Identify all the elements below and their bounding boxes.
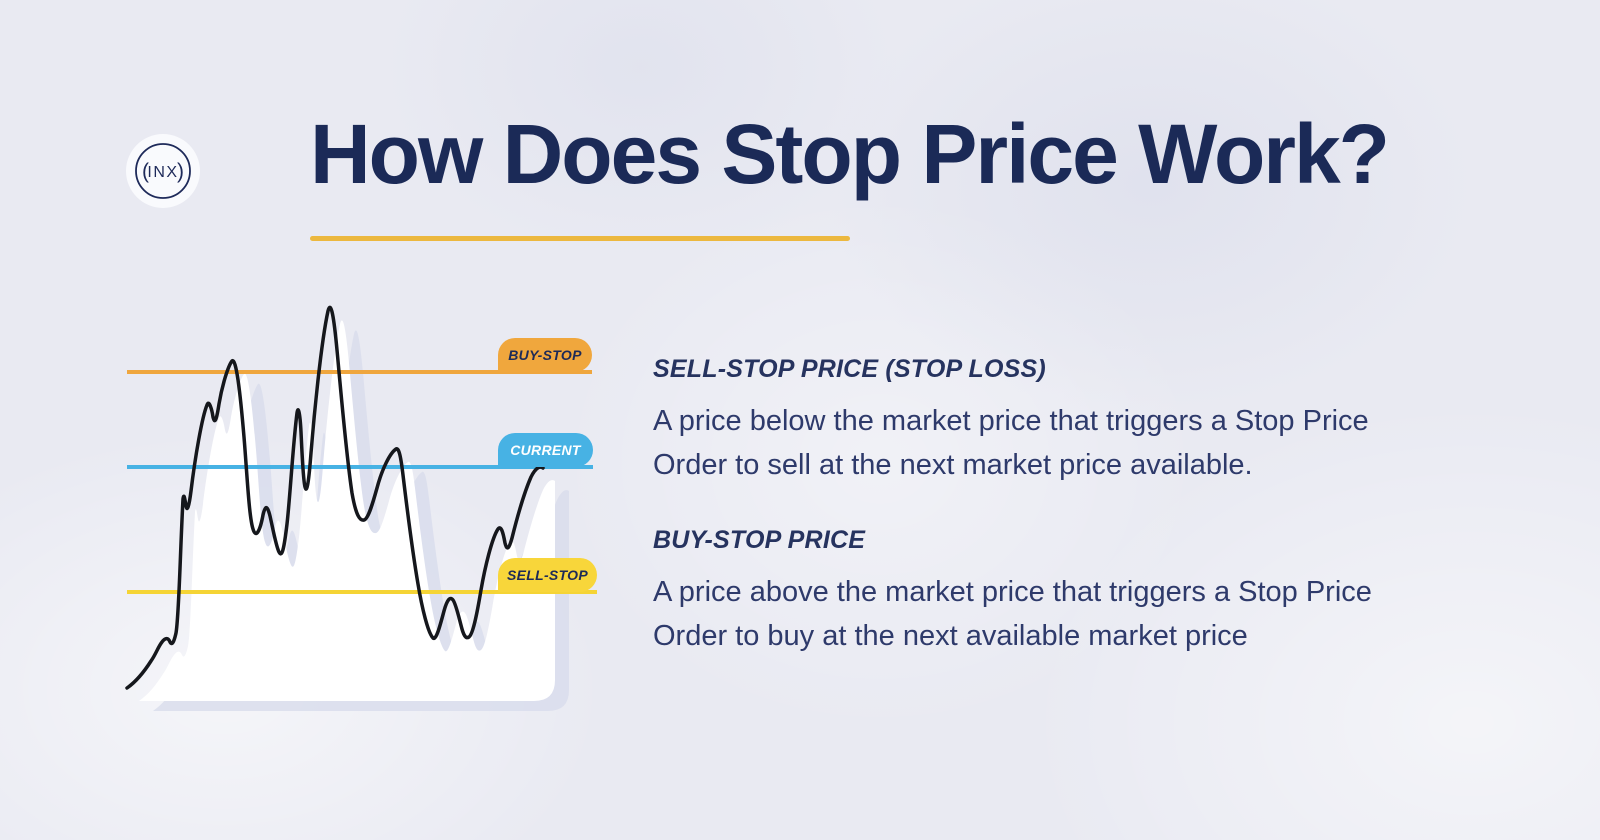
page-title: How Does Stop Price Work? — [310, 107, 1390, 201]
sell-stop-section: SELL-STOP PRICE (STOP LOSS) A price belo… — [653, 353, 1483, 487]
sell-stop-section-line-1: A price below the market price that trig… — [653, 405, 1369, 437]
buy-stop-section: BUY-STOP PRICE A price above the market … — [653, 524, 1483, 658]
buy-stop-pill: BUY-STOP — [498, 338, 592, 372]
sell-stop-section-line-2: Order to sell at the next market price a… — [653, 449, 1253, 481]
title-underline — [310, 236, 850, 241]
sell-stop-pill: SELL-STOP — [498, 558, 597, 592]
buy-stop-section-line-2: Order to buy at the next available marke… — [653, 620, 1248, 652]
sell-stop-section-heading: SELL-STOP PRICE (STOP LOSS) — [653, 355, 1046, 383]
price-curve — [125, 305, 545, 690]
buy-stop-pill-label: BUY-STOP — [508, 347, 582, 363]
buy-stop-section-heading: BUY-STOP PRICE — [653, 526, 866, 554]
buy-stop-section-line-1: A price above the market price that trig… — [653, 576, 1372, 608]
logo-paren-left: ( — [142, 160, 149, 183]
inx-logo: ( INX ) — [126, 134, 200, 208]
logo-text: INX — [147, 164, 178, 181]
curve-fill — [139, 320, 555, 701]
logo-paren-right: ) — [177, 160, 184, 183]
current-price-pill: CURRENT — [498, 433, 593, 467]
current-price-pill-label: CURRENT — [510, 442, 581, 458]
logo-ring — [135, 143, 191, 199]
sell-stop-pill-label: SELL-STOP — [506, 567, 588, 583]
